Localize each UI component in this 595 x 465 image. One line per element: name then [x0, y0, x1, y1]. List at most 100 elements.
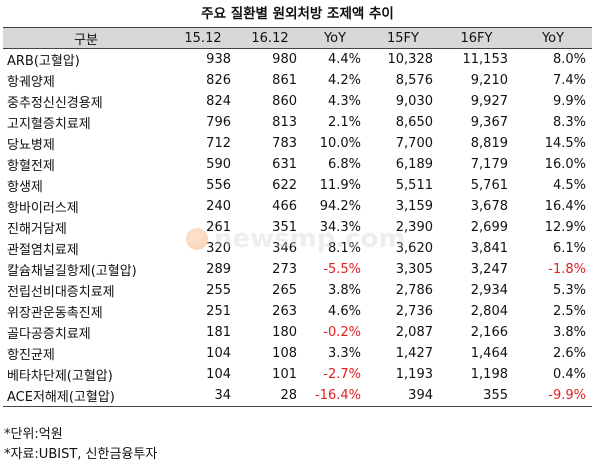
cell-yoy-fy: 14.5%	[544, 136, 586, 151]
cell-yoy-month: 3.3%	[327, 346, 361, 361]
cell-yoy-fy: 8.0%	[552, 52, 586, 67]
cell-1612: 180	[272, 325, 297, 340]
column-header-15fy: 15FY	[367, 27, 439, 49]
table-row: 고지혈증치료제 796 813 2.1% 8,650 9,367 8.3%	[3, 112, 592, 133]
cell-1612: 263	[272, 304, 297, 319]
cell-1612: 466	[272, 199, 297, 214]
cell-1512: 590	[206, 157, 231, 172]
cell-15fy: 2,087	[395, 325, 433, 340]
cell-15fy: 8,650	[395, 115, 433, 130]
column-header-yoy-fy: YoY	[514, 27, 592, 49]
cell-15fy: 2,786	[395, 283, 433, 298]
source-note: *자료:UBIST, 신한금융투자	[4, 447, 158, 462]
cell-15fy: 10,328	[387, 52, 434, 67]
cell-yoy-fy: 2.6%	[552, 346, 586, 361]
cell-1512: 240	[206, 199, 231, 214]
cell-category: 항생제	[7, 180, 43, 195]
cell-1512: 289	[206, 262, 231, 277]
cell-category: 칼슘채널길항제(고혈압)	[7, 264, 137, 279]
table-title: 주요 질환별 원외처방 조제액 추이	[201, 6, 394, 22]
column-header-16fy: 16FY	[439, 27, 514, 49]
cell-1512: 320	[206, 241, 231, 256]
cell-yoy-fy: 2.5%	[552, 304, 586, 319]
table-row: ACE저해제(고혈압) 34 28 -16.4% 394 355 -9.9%	[3, 385, 592, 407]
table-row: 당뇨병제 712 783 10.0% 7,700 8,819 14.5%	[3, 133, 592, 154]
cell-yoy-month: 2.1%	[327, 115, 361, 130]
cell-1612: 861	[272, 73, 297, 88]
cell-1612: 265	[272, 283, 297, 298]
cell-yoy-month: 34.3%	[319, 220, 361, 235]
table-row: 전립선비대증치료제 255 265 3.8% 2,786 2,934 5.3%	[3, 280, 592, 301]
cell-15fy: 394	[367, 385, 439, 407]
cell-yoy-month: -5.5%	[323, 262, 361, 277]
cell-1512: 796	[206, 115, 231, 130]
watermark-logo-icon	[186, 228, 208, 250]
cell-1512: 824	[206, 94, 231, 109]
cell-category: 진해거담제	[7, 222, 67, 237]
cell-yoy-month: 4.4%	[327, 52, 361, 67]
cell-1512: 712	[206, 136, 231, 151]
cell-category: ARB(고혈압)	[7, 54, 80, 69]
cell-yoy-fy: -9.9%	[514, 385, 592, 407]
cell-category: 항진균제	[7, 348, 55, 363]
cell-15fy: 1,193	[395, 367, 433, 382]
cell-16fy: 2,804	[470, 304, 508, 319]
cell-15fy: 2,390	[395, 220, 433, 235]
cell-16fy: 9,927	[470, 94, 508, 109]
column-header-1612: 16.12	[237, 27, 303, 49]
cell-15fy: 3,620	[395, 241, 433, 256]
cell-1612: 980	[272, 52, 297, 67]
cell-1512: 938	[206, 52, 231, 67]
cell-15fy: 3,159	[395, 199, 433, 214]
cell-yoy-month: -2.7%	[323, 367, 361, 382]
table-row: 칼슘채널길항제(고혈압) 289 273 -5.5% 3,305 3,247 -1.8%	[3, 259, 592, 280]
cell-yoy-month: 4.6%	[327, 304, 361, 319]
cell-1512: 34	[169, 385, 237, 407]
table-row: 진해거담제 261 351 34.3% 2,390 2,699 12.9%	[3, 217, 592, 238]
table-row: 관절염치료제 320 346 8.1% 3,620 3,841 6.1%	[3, 238, 592, 259]
cell-yoy-fy: 0.4%	[552, 367, 586, 382]
cell-yoy-month: -0.2%	[323, 325, 361, 340]
cell-yoy-month: 4.3%	[327, 94, 361, 109]
table-row: 항궤양제 826 861 4.2% 8,576 9,210 7.4%	[3, 70, 592, 91]
cell-15fy: 8,576	[395, 73, 433, 88]
cell-1512: 181	[206, 325, 231, 340]
cell-1512: 826	[206, 73, 231, 88]
cell-1612: 860	[272, 94, 297, 109]
cell-yoy-month: 6.8%	[327, 157, 361, 172]
cell-15fy: 1,427	[395, 346, 433, 361]
cell-15fy: 7,700	[395, 136, 433, 151]
cell-1612: 813	[272, 115, 297, 130]
table-row: 중추정신신경용제 824 860 4.3% 9,030 9,927 9.9%	[3, 91, 592, 112]
cell-16fy: 2,166	[470, 325, 508, 340]
cell-yoy-fy: 12.9%	[544, 220, 586, 235]
cell-15fy: 2,736	[395, 304, 433, 319]
cell-yoy-fy: 4.5%	[552, 178, 586, 193]
cell-yoy-month: -16.4%	[303, 385, 367, 407]
column-header-category: 구분	[3, 27, 169, 49]
cell-yoy-month: 94.2%	[319, 199, 361, 214]
cell-1512: 556	[206, 178, 231, 193]
cell-yoy-month: 3.8%	[327, 283, 361, 298]
cell-16fy: 11,153	[462, 52, 509, 67]
cell-1612: 631	[272, 157, 297, 172]
watermark-text: newsmp.com	[214, 224, 406, 254]
cell-16fy: 2,934	[470, 283, 508, 298]
cell-yoy-fy: 7.4%	[552, 73, 586, 88]
cell-16fy: 5,761	[470, 178, 508, 193]
cell-16fy: 3,678	[470, 199, 508, 214]
cell-category: 골다공증치료제	[7, 327, 91, 342]
cell-category: ACE저해제(고혈압)	[3, 385, 169, 407]
table-row: 항생제 556 622 11.9% 5,511 5,761 4.5%	[3, 175, 592, 196]
cell-yoy-fy: 6.1%	[552, 241, 586, 256]
cell-15fy: 6,189	[395, 157, 433, 172]
cell-16fy: 8,819	[470, 136, 508, 151]
cell-16fy: 355	[439, 385, 514, 407]
cell-yoy-fy: 16.4%	[544, 199, 586, 214]
cell-category: 관절염치료제	[7, 243, 79, 258]
cell-category: 베타차단제(고혈압)	[7, 369, 113, 384]
column-header-yoy-month: YoY	[303, 27, 367, 49]
cell-16fy: 9,210	[470, 73, 508, 88]
cell-15fy: 5,511	[395, 178, 433, 193]
cell-16fy: 2,699	[470, 220, 508, 235]
